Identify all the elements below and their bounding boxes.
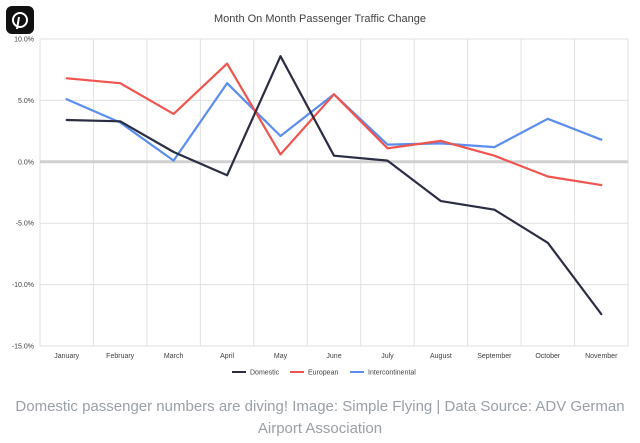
y-tick-label: -15.0% — [12, 344, 34, 351]
chart-title: Month On Month Passenger Traffic Change — [214, 13, 426, 25]
pinterest-save-button[interactable] — [6, 6, 34, 34]
y-tick-label: -5.0% — [16, 221, 34, 228]
image-caption: Domestic passenger numbers are diving! I… — [15, 398, 625, 437]
x-tick-label: January — [54, 353, 79, 360]
x-tick-label: September — [477, 353, 512, 360]
x-tick-label: April — [220, 353, 234, 360]
y-tick-label: 0.0% — [18, 159, 34, 166]
x-tick-label: May — [274, 353, 288, 360]
x-tick-label: October — [535, 353, 561, 360]
y-tick-label: 5.0% — [18, 98, 34, 105]
x-tick-label: August — [430, 353, 452, 360]
series-line-european — [65, 62, 603, 187]
legend-label: European — [308, 370, 338, 377]
x-tick-label: November — [585, 353, 618, 360]
x-tick-label: June — [326, 353, 341, 360]
legend-label: Intercontinental — [368, 370, 416, 377]
x-tick-label: July — [381, 353, 394, 360]
chart-frame: 10.0% 5.0% 0.0% -5.0% -10.0% -15.0% January Feb… — [11, 13, 629, 377]
pinterest-icon — [12, 12, 28, 30]
x-tick-label: February — [106, 353, 135, 360]
y-tick-label: -10.0% — [12, 282, 34, 289]
series-line-domestic — [65, 55, 603, 316]
legend-label: Domestic — [250, 370, 280, 377]
y-tick-label: 10.0% — [14, 37, 34, 44]
line-chart: 10.0% 5.0% 0.0% -5.0% -10.0% -15.0% January Feb… — [12, 37, 629, 377]
x-tick-label: March — [164, 353, 184, 360]
